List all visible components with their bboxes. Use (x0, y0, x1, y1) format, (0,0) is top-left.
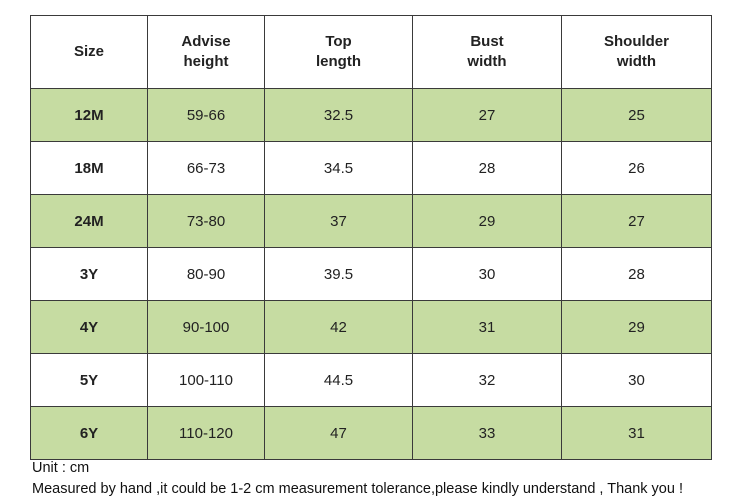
value-cell: 100-110 (147, 353, 265, 407)
table-row: 3Y 80-90 39.5 30 28 (30, 247, 712, 301)
table-row: 12M 59-66 32.5 27 25 (30, 88, 712, 142)
value-cell: 29 (561, 300, 712, 354)
header-cell: Advise height (147, 15, 265, 89)
table-row: 6Y 110-120 47 33 31 (30, 406, 712, 460)
value-cell: 31 (561, 406, 712, 460)
value-cell: 59-66 (147, 88, 265, 142)
table-row: 18M 66-73 34.5 28 26 (30, 141, 712, 195)
value-cell: 30 (412, 247, 562, 301)
value-cell: 47 (264, 406, 413, 460)
value-cell: 44.5 (264, 353, 413, 407)
value-cell: 30 (561, 353, 712, 407)
value-cell: 28 (561, 247, 712, 301)
header-row: Size Advise height Top length Bust width Sho… (30, 15, 712, 89)
size-cell: 24M (30, 194, 148, 248)
unit-note: Unit : cm (32, 460, 90, 476)
value-cell: 32 (412, 353, 562, 407)
size-table: Size Advise height Top length Bust width Sho… (30, 15, 712, 460)
value-cell: 66-73 (147, 141, 265, 195)
size-cell: 18M (30, 141, 148, 195)
value-cell: 29 (412, 194, 562, 248)
header-cell: Size (30, 15, 148, 89)
size-cell: 12M (30, 88, 148, 142)
size-cell: 4Y (30, 300, 148, 354)
value-cell: 27 (412, 88, 562, 142)
size-cell: 6Y (30, 406, 148, 460)
header-cell: Shoulder width (561, 15, 712, 89)
value-cell: 80-90 (147, 247, 265, 301)
size-cell: 5Y (30, 353, 148, 407)
value-cell: 27 (561, 194, 712, 248)
value-cell: 32.5 (264, 88, 413, 142)
size-cell: 3Y (30, 247, 148, 301)
value-cell: 34.5 (264, 141, 413, 195)
value-cell: 33 (412, 406, 562, 460)
value-cell: 110-120 (147, 406, 265, 460)
value-cell: 26 (561, 141, 712, 195)
value-cell: 28 (412, 141, 562, 195)
value-cell: 90-100 (147, 300, 265, 354)
header-cell: Top length (264, 15, 413, 89)
value-cell: 37 (264, 194, 413, 248)
table-row: 4Y 90-100 42 31 29 (30, 300, 712, 354)
tolerance-note: Measured by hand ,it could be 1-2 cm mea… (32, 481, 683, 497)
value-cell: 39.5 (264, 247, 413, 301)
value-cell: 25 (561, 88, 712, 142)
table-row: 5Y 100-110 44.5 32 30 (30, 353, 712, 407)
table-body: 12M 59-66 32.5 27 25 18M 66-73 34.5 28 26 24M 73-80… (30, 88, 712, 460)
table-row: 24M 73-80 37 29 27 (30, 194, 712, 248)
value-cell: 31 (412, 300, 562, 354)
value-cell: 73-80 (147, 194, 265, 248)
header-cell: Bust width (412, 15, 562, 89)
value-cell: 42 (264, 300, 413, 354)
